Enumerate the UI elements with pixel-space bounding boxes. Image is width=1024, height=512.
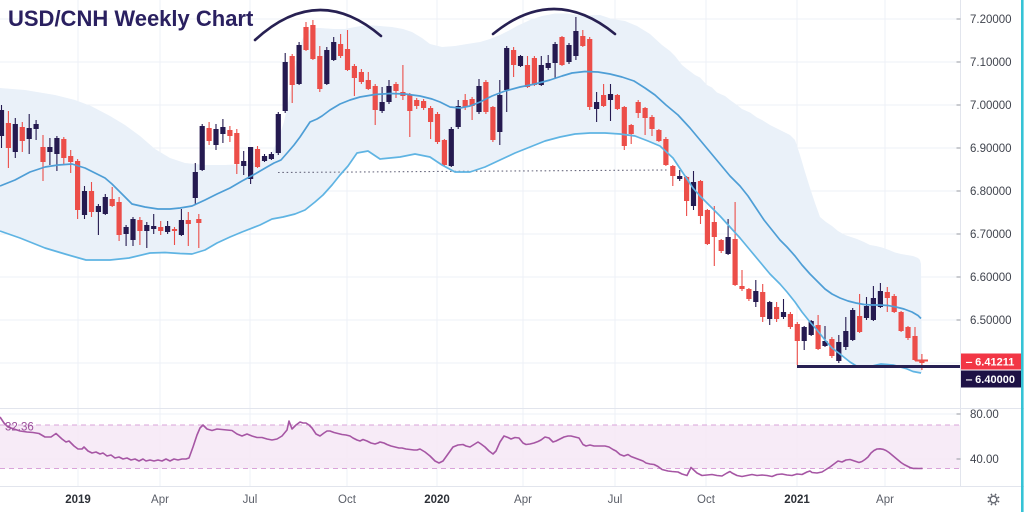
svg-text:7.00000: 7.00000 xyxy=(970,100,1012,112)
svg-text:Oct: Oct xyxy=(338,494,357,506)
svg-text:2019: 2019 xyxy=(65,494,91,506)
svg-text:Oct: Oct xyxy=(697,494,716,506)
svg-text:Apr: Apr xyxy=(514,494,532,506)
svg-text:2021: 2021 xyxy=(784,494,810,506)
svg-text:40.00: 40.00 xyxy=(970,454,999,466)
svg-text:6.70000: 6.70000 xyxy=(970,229,1012,241)
svg-text:80.00: 80.00 xyxy=(970,409,999,421)
svg-text:6.50000: 6.50000 xyxy=(970,315,1012,327)
svg-text:7.10000: 7.10000 xyxy=(970,57,1012,69)
svg-text:6.80000: 6.80000 xyxy=(970,186,1012,198)
svg-text:Apr: Apr xyxy=(876,494,894,506)
svg-text:Jul: Jul xyxy=(243,494,258,506)
svg-text:7.20000: 7.20000 xyxy=(970,14,1012,26)
svg-text:Jul: Jul xyxy=(608,494,623,506)
svg-text:Apr: Apr xyxy=(151,494,169,506)
svg-text:6.60000: 6.60000 xyxy=(970,272,1012,284)
svg-text:USD/CNH Weekly Chart: USD/CNH Weekly Chart xyxy=(8,6,254,31)
svg-text:‒ 6.41211: ‒ 6.41211 xyxy=(965,357,1014,369)
svg-text:‒ 6.40000: ‒ 6.40000 xyxy=(965,374,1015,386)
svg-text:2020: 2020 xyxy=(424,494,450,506)
svg-text:32.36: 32.36 xyxy=(5,422,34,434)
svg-text:6.90000: 6.90000 xyxy=(970,143,1012,155)
